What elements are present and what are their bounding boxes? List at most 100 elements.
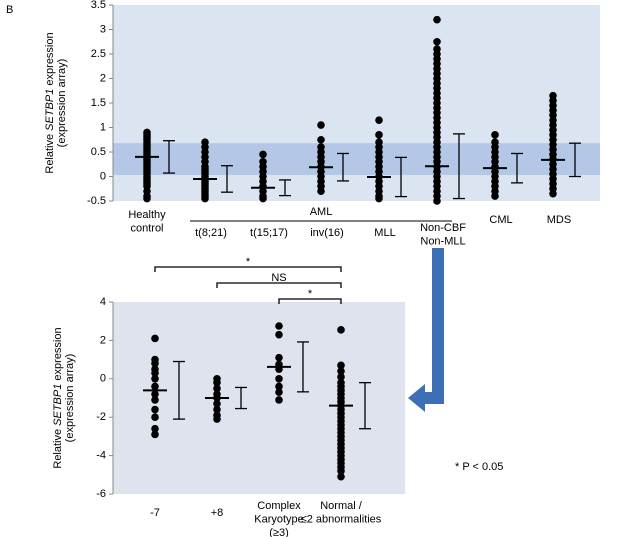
x-tick-label: inv(16) — [310, 227, 344, 239]
x-tick-label: t(8;21) — [195, 227, 227, 239]
error-bar — [279, 179, 291, 197]
dot — [337, 326, 345, 334]
y-tick-label: 4 — [100, 296, 106, 308]
y-tick-label: 0 — [100, 373, 106, 385]
dot — [433, 15, 441, 24]
dot — [151, 413, 159, 422]
dot — [259, 194, 267, 203]
y-tick-label: 2 — [100, 72, 106, 84]
x-tick-label: -7 — [150, 507, 160, 519]
dot — [151, 375, 159, 383]
y-tick-label: 3 — [100, 23, 106, 35]
panel-label: B — [6, 4, 13, 16]
y-tick-label: 0.5 — [91, 146, 106, 158]
significance-label: NS — [271, 272, 286, 284]
y-tick-label: -0.5 — [87, 195, 106, 207]
x-tick-label: MLL — [374, 227, 395, 239]
error-bar — [297, 341, 309, 393]
significance-bracket — [278, 298, 342, 304]
dot — [375, 194, 383, 203]
dot — [375, 131, 383, 139]
significance-bracket — [216, 282, 342, 288]
x-tick-label: t(15;17) — [250, 227, 288, 239]
dot — [275, 388, 283, 397]
dot — [151, 405, 159, 414]
x-tick-label: MDS — [547, 214, 571, 226]
dot — [317, 187, 325, 195]
dot — [337, 373, 345, 381]
dot — [275, 353, 283, 362]
dot — [151, 382, 159, 391]
y-axis-label-part: expression — [44, 32, 56, 88]
y-axis-label-part: Relative — [52, 429, 64, 469]
x-tick-label: +8 — [211, 507, 224, 519]
footnote: * P < 0.05 — [455, 461, 503, 473]
y-axis-label-part: SETBP1 — [52, 384, 64, 429]
dot — [143, 194, 151, 203]
y-tick-label: 0 — [100, 170, 106, 182]
error-bar — [337, 152, 349, 182]
error-bar — [163, 140, 175, 174]
y-tick-label: -2 — [96, 411, 106, 423]
y-tick-label: 2 — [100, 334, 106, 346]
dot — [337, 367, 345, 375]
dot — [151, 359, 159, 368]
y-axis-label: Relative SETBP1 expression — [44, 32, 56, 173]
arrow — [408, 248, 444, 412]
x-tick-label: Healthy control — [128, 209, 166, 235]
dot — [337, 472, 345, 481]
dot — [275, 396, 283, 404]
dot — [337, 467, 345, 475]
y-tick-label: -6 — [96, 488, 106, 500]
dot — [275, 330, 283, 339]
y-tick-label: -4 — [96, 450, 106, 462]
dot — [549, 189, 557, 198]
dot — [151, 390, 159, 398]
dot — [201, 194, 209, 203]
dot — [213, 378, 221, 387]
error-bar — [173, 360, 185, 420]
dot — [151, 369, 159, 377]
dot — [491, 131, 499, 139]
y-tick-label: 1.5 — [91, 97, 106, 109]
dot — [213, 384, 221, 393]
y-axis-label-part: SETBP1 — [44, 89, 56, 134]
dot — [151, 424, 159, 433]
dot — [275, 322, 283, 330]
dot — [375, 116, 383, 124]
plot-background — [113, 302, 405, 494]
dot — [213, 399, 221, 408]
dot — [337, 361, 345, 370]
error-bar — [235, 386, 247, 410]
y-tick-label: 3.5 — [91, 0, 106, 11]
dot — [151, 396, 159, 404]
error-bar — [511, 152, 523, 184]
group-label: AML — [310, 206, 333, 218]
x-tick-label: Non-CBF Non-MLL — [420, 222, 466, 248]
dot — [317, 135, 325, 144]
significance-bracket — [154, 266, 342, 272]
error-bar — [221, 165, 233, 193]
error-bar — [359, 381, 371, 430]
y-tick-label: 2.5 — [91, 48, 106, 60]
error-bar — [453, 133, 465, 200]
error-bar — [395, 156, 407, 198]
y-axis-sublabel: (expression array) — [56, 59, 68, 148]
error-bar — [569, 142, 581, 178]
y-tick-label: 1 — [100, 121, 106, 133]
y-axis-label-part: expression — [52, 327, 64, 383]
dot — [151, 334, 159, 343]
y-axis-label: Relative SETBP1 expression — [52, 327, 64, 468]
dot — [213, 405, 221, 414]
dot — [433, 197, 441, 205]
x-tick-label: CML — [489, 214, 512, 226]
y-axis-label-part: Relative — [44, 134, 56, 174]
dot — [259, 150, 267, 159]
x-tick-label: Normal / ≤2 abnormalities — [301, 500, 382, 526]
reference-band — [113, 143, 600, 176]
dot — [275, 382, 283, 391]
dot — [317, 121, 325, 129]
significance-label: * — [246, 256, 251, 268]
dot — [151, 430, 159, 439]
